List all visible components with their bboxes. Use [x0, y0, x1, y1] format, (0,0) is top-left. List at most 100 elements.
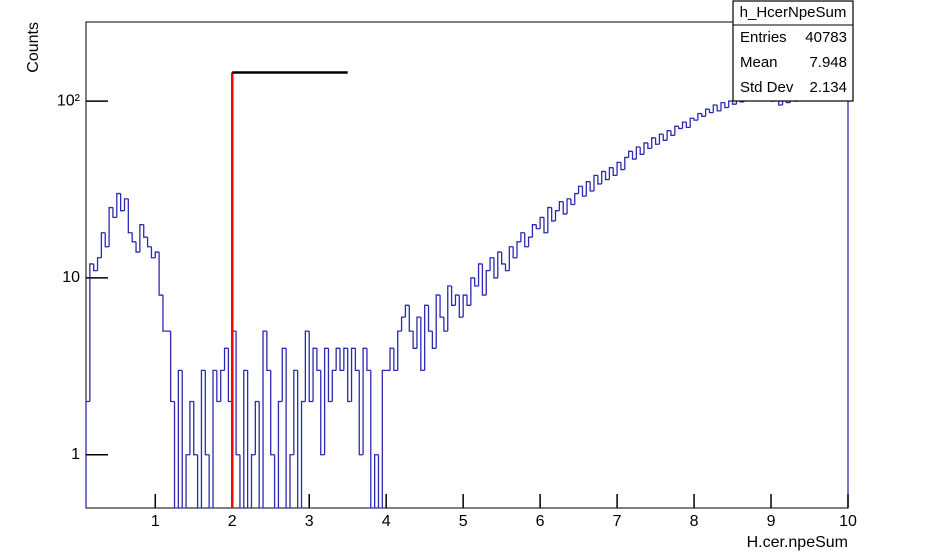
stats-name: Entries: [740, 29, 787, 46]
stats-title: h_HcerNpeSum: [740, 4, 847, 21]
histogram-bin: [435, 294, 441, 349]
histogram-bin: [412, 331, 417, 349]
histogram-bin: [508, 246, 514, 271]
histogram-bin: [458, 295, 464, 318]
histogram-bin: [466, 295, 471, 306]
histogram-bin: [85, 400, 90, 508]
histogram-bin: [212, 369, 217, 508]
histogram-bin: [339, 348, 344, 372]
y-tick-label: 1: [71, 446, 80, 463]
histogram-bin: [143, 224, 148, 238]
histogram-bin: [574, 192, 579, 205]
histogram-bin: [258, 401, 264, 509]
histogram-bin: [246, 370, 252, 509]
histogram-bin: [116, 192, 121, 218]
histogram-bin: [220, 369, 225, 402]
histogram-bin: [470, 277, 475, 306]
histogram-bin: [273, 454, 279, 509]
histogram-bin: [485, 269, 491, 296]
histogram-bin: [320, 370, 325, 456]
histogram-bin: [566, 198, 571, 214]
histogram-bin: [716, 105, 721, 112]
histogram-bin: [239, 454, 244, 509]
y-axis-label: Counts: [25, 22, 42, 73]
histogram-bin: [370, 370, 375, 509]
histogram-bin: [681, 121, 687, 129]
histogram-bin: [266, 331, 271, 372]
histogram-bin: [504, 263, 510, 272]
histogram-bin: [474, 277, 479, 287]
histogram-bin: [204, 370, 210, 456]
histogram-bin: [701, 113, 706, 117]
histogram-bin: [431, 331, 437, 349]
histogram-bin: [720, 101, 725, 111]
histogram-bin: [601, 170, 606, 184]
histogram-bin: [223, 347, 229, 371]
histogram-bin: [293, 369, 298, 455]
histogram-bin: [308, 331, 314, 403]
histogram-bin: [173, 401, 179, 509]
stats-value: 2.134: [809, 79, 847, 96]
histogram-bin: [462, 294, 467, 318]
histogram-bin: [177, 369, 183, 508]
histogram-bin: [150, 246, 156, 259]
histogram-bin: [104, 232, 110, 248]
histogram-bin: [139, 224, 144, 253]
histogram-bin: [608, 167, 614, 180]
x-tick-label: 6: [536, 513, 545, 530]
histogram-bin: [697, 112, 702, 121]
histogram-bin: [393, 348, 398, 372]
x-tick-label: 2: [228, 513, 237, 530]
histogram-bin: [639, 146, 645, 155]
x-tick-label: 10: [839, 513, 857, 530]
histogram-bin: [277, 400, 283, 508]
histogram-bin: [570, 198, 575, 206]
histogram-bin: [843, 91, 849, 508]
histogram-bin: [612, 167, 618, 177]
histogram-bin: [447, 285, 452, 332]
histogram-bin: [666, 130, 671, 141]
histogram-bin: [527, 236, 533, 247]
histogram-bin: [604, 171, 610, 181]
histogram-bin: [658, 133, 664, 145]
histogram-bin: [250, 454, 256, 508]
histogram-bin: [643, 142, 648, 155]
histogram-bin: [624, 156, 629, 170]
histogram-bin: [631, 151, 637, 160]
x-tick-label: 9: [767, 513, 776, 530]
histogram-bin: [589, 181, 594, 192]
histogram-bin: [627, 150, 633, 158]
histogram-bin: [731, 101, 737, 105]
histogram-bin: [477, 263, 483, 287]
histogram-bin: [397, 330, 402, 371]
histogram-bin: [331, 369, 337, 402]
histogram-bin: [112, 207, 117, 219]
stats-name: Mean: [740, 54, 778, 71]
histogram-bin: [651, 137, 656, 149]
histogram-bin: [158, 252, 163, 296]
histogram-bin: [424, 304, 429, 371]
histogram-bin: [135, 241, 140, 253]
histogram-bin: [377, 454, 383, 509]
histogram-bin: [108, 206, 113, 247]
histogram-bin: [400, 316, 406, 332]
histogram-bin: [493, 257, 498, 279]
histogram-bin: [389, 347, 394, 371]
histogram-bin: [439, 295, 444, 318]
histogram-bin: [558, 200, 564, 211]
histogram-bin: [285, 348, 290, 509]
histogram: [85, 89, 849, 509]
y-tick-label: 10²: [57, 92, 81, 109]
histogram-bin: [235, 331, 240, 456]
histogram-bin: [262, 330, 267, 508]
histogram-bin: [200, 369, 206, 508]
histogram-bin: [524, 232, 529, 248]
histogram-bin: [535, 224, 541, 230]
histogram-bin: [597, 175, 602, 185]
histogram-bin: [685, 122, 691, 129]
histogram-bin: [270, 370, 275, 456]
histogram-bin: [454, 294, 460, 306]
x-tick-label: 5: [459, 513, 468, 530]
y-tick-label: 10: [62, 269, 80, 286]
